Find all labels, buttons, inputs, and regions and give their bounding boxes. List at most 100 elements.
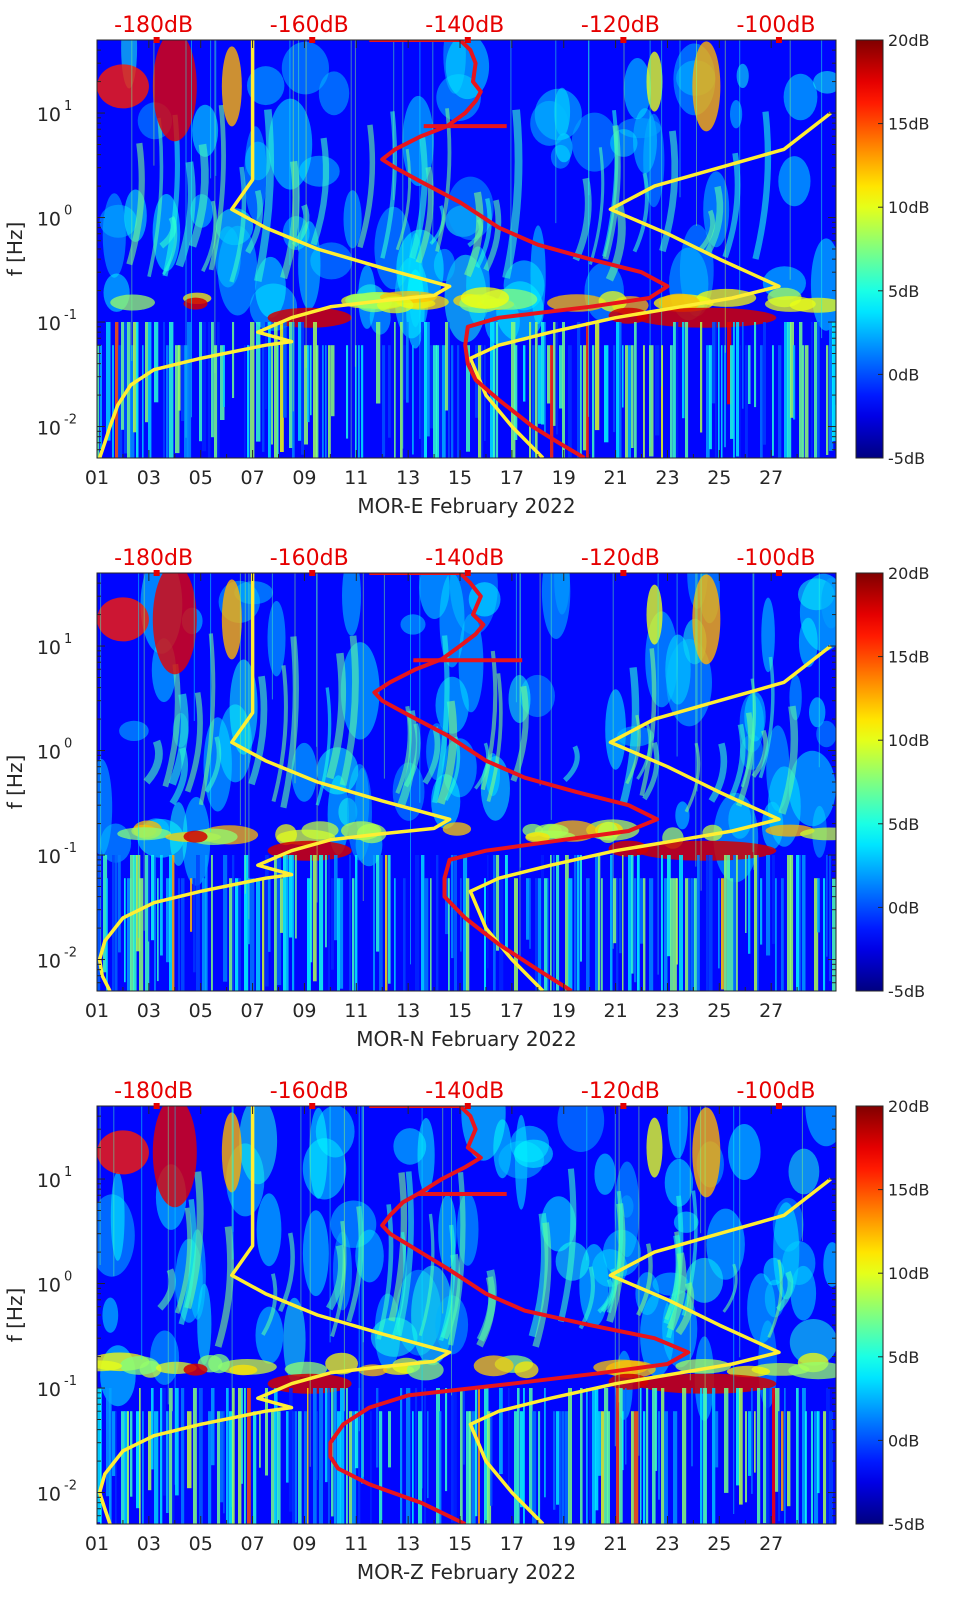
x-tick-label: 07 <box>240 1000 264 1022</box>
colorbar-tick-label: 20dB <box>888 31 930 50</box>
db-tick-label: -140dB <box>425 546 504 571</box>
db-tick-mark <box>464 37 471 43</box>
db-tick-label: -140dB <box>425 13 504 38</box>
x-tick-label: 05 <box>189 1000 213 1022</box>
colorbar-tick-label: -5dB <box>888 1515 925 1534</box>
colorbar-tick-label: 10dB <box>888 198 930 217</box>
colorbar-tick-label: 5dB <box>888 282 919 301</box>
y-tick-exponent: 1 <box>64 99 72 114</box>
noise-model-line <box>468 1177 832 1524</box>
y-tick-exponent: 1 <box>64 1165 72 1180</box>
colorbar-tick-label: -5dB <box>888 982 925 1001</box>
db-tick-mark <box>153 37 160 43</box>
x-tick-label: 21 <box>604 1533 628 1555</box>
x-tick-label: 27 <box>759 1000 783 1022</box>
y-tick-exponent: 0 <box>64 737 72 752</box>
x-tick-label: 05 <box>189 467 213 489</box>
x-tick-label: 23 <box>655 1533 679 1555</box>
x-tick-label: 07 <box>240 467 264 489</box>
db-tick-mark <box>620 37 627 43</box>
y-tick-label: 10 <box>37 637 61 659</box>
y-tick-exponent: -2 <box>64 1479 77 1494</box>
db-tick-label: -140dB <box>425 1079 504 1104</box>
y-tick-label: 10 <box>37 418 61 440</box>
noise-model-line <box>468 111 832 458</box>
db-tick-label: -180dB <box>114 546 193 571</box>
y-tick-exponent: 1 <box>64 632 72 647</box>
colorbar-tick-label: 0dB <box>888 1431 919 1450</box>
colorbar-tick-label: 15dB <box>888 1181 930 1200</box>
noise-model-line <box>97 40 452 458</box>
db-tick-mark <box>309 570 316 576</box>
x-tick-label: 01 <box>85 467 109 489</box>
db-tick-label: -160dB <box>270 546 349 571</box>
x-axis-title: MOR-Z February 2022 <box>357 1560 576 1584</box>
y-axis-title: f [Hz] <box>3 755 27 810</box>
y-tick-exponent: -1 <box>64 841 77 856</box>
db-tick-mark <box>309 37 316 43</box>
x-tick-label: 17 <box>500 1533 524 1555</box>
x-tick-label: 01 <box>85 1533 109 1555</box>
psd-curve-line <box>328 1106 691 1524</box>
y-tick-label: 10 <box>37 742 61 764</box>
colorbar-tick-label: 0dB <box>888 365 919 384</box>
x-tick-label: 09 <box>292 1000 316 1022</box>
y-axis-title: f [Hz] <box>3 1288 27 1343</box>
noise-model-line <box>97 1106 452 1524</box>
y-tick-label: 10 <box>37 313 61 335</box>
db-tick-label: -100dB <box>736 1079 815 1104</box>
colorbar-tick-label: 10dB <box>888 1264 930 1283</box>
y-tick-label: 10 <box>37 1484 61 1506</box>
x-tick-label: 23 <box>655 1000 679 1022</box>
db-tick-mark <box>464 570 471 576</box>
x-tick-label: 19 <box>552 1000 576 1022</box>
x-tick-label: 03 <box>137 1000 161 1022</box>
y-tick-label: 10 <box>37 104 61 126</box>
y-tick-label: 10 <box>37 951 61 973</box>
y-tick-exponent: -1 <box>64 1374 77 1389</box>
y-tick-exponent: 0 <box>64 1270 72 1285</box>
db-tick-label: -180dB <box>114 13 193 38</box>
x-tick-label: 25 <box>707 1533 731 1555</box>
colorbar-tick-label: 15dB <box>888 115 930 134</box>
y-tick-label: 10 <box>37 1275 61 1297</box>
db-tick-label: -120dB <box>581 1079 660 1104</box>
y-tick-exponent: -2 <box>64 946 77 961</box>
colorbar: 20dB 15dB 10dB 5dB 0dB -5dB <box>855 31 930 468</box>
x-tick-label: 13 <box>396 467 420 489</box>
x-tick-label: 11 <box>344 1000 368 1022</box>
colorbar: 20dB 15dB 10dB 5dB 0dB -5dB <box>855 564 930 1001</box>
y-tick-label: 10 <box>37 846 61 868</box>
x-tick-label: 01 <box>85 1000 109 1022</box>
x-tick-label: 03 <box>137 467 161 489</box>
x-axis-title: MOR-N February 2022 <box>356 1027 577 1051</box>
x-axis-title: MOR-E February 2022 <box>357 494 575 518</box>
x-tick-label: 19 <box>552 1533 576 1555</box>
x-tick-label: 07 <box>240 1533 264 1555</box>
y-tick-exponent: -1 <box>64 308 77 323</box>
y-tick-exponent: 0 <box>64 204 72 219</box>
db-tick-mark <box>620 570 627 576</box>
x-tick-label: 09 <box>292 467 316 489</box>
psd-curve-line <box>369 573 660 991</box>
x-tick-label: 21 <box>604 467 628 489</box>
x-tick-label: 23 <box>655 467 679 489</box>
colorbar: 20dB 15dB 10dB 5dB 0dB -5dB <box>855 1097 930 1534</box>
colorbar-tick-label: -5dB <box>888 449 925 468</box>
y-tick-exponent: -2 <box>64 413 77 428</box>
x-tick-label: 11 <box>344 467 368 489</box>
db-tick-mark <box>775 1103 782 1109</box>
x-tick-label: 19 <box>552 467 576 489</box>
db-tick-label: -160dB <box>270 13 349 38</box>
heatmap-background <box>97 1106 836 1524</box>
x-tick-label: 17 <box>500 1000 524 1022</box>
x-tick-label: 13 <box>396 1533 420 1555</box>
db-tick-mark <box>153 570 160 576</box>
y-tick-label: 10 <box>37 1170 61 1192</box>
colorbar-tick-label: 15dB <box>888 648 930 667</box>
db-tick-label: -100dB <box>736 546 815 571</box>
x-tick-label: 05 <box>189 1533 213 1555</box>
